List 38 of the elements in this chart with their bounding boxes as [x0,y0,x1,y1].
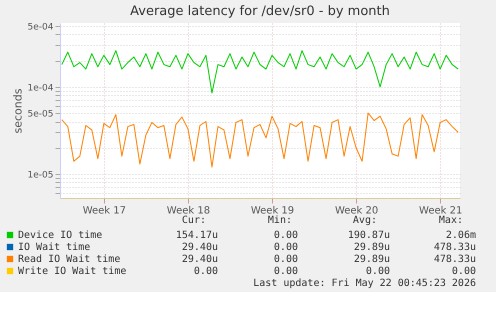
text: 29.89u [354,254,390,265]
legend-label: Read IO Wait time [18,254,120,265]
text: 29.40u [182,242,218,253]
x-tick-label: Week 20 [334,206,378,216]
text: 478.33u [434,254,476,265]
text: Cur: [182,215,206,226]
text: 0.00 [194,266,218,277]
legend-label: Device IO time [18,230,102,241]
y-tick-label: 5e-05 [28,110,54,120]
text: 0.00 [274,266,298,277]
x-tick-label: Week 18 [166,206,210,216]
y-axis-title: seconds [12,88,25,134]
text: 190.87u [348,230,390,241]
legend-label: Write IO Wait time [18,266,126,277]
text: 0.00 [274,242,298,253]
y-tick-label: 1e-05 [28,170,54,180]
line-series [61,112,459,168]
text: 154.17u [176,230,218,241]
x-tick-label: Week 17 [82,206,126,216]
text: Max: [438,215,463,226]
text: 478.33u [434,242,476,253]
text: Last update: Fri May 22 00:45:23 2026 [253,278,476,289]
text: 0.00 [274,230,298,241]
legend-label: IO Wait time [18,242,90,253]
text: Min: [268,215,292,226]
text: 29.40u [182,254,218,265]
y-tick-label: 1e-04 [28,83,54,94]
line-series [61,50,459,94]
x-tick-label: Week 21 [419,206,462,216]
x-tick-label: Week 19 [250,206,294,216]
text: 0.00 [452,266,476,277]
text: 2.06m [446,230,476,241]
text: 0.00 [274,254,298,265]
text: 0.00 [366,266,390,277]
text: 29.89u [354,242,390,253]
chart-title: Average latency for /dev/sr0 - by month [130,4,390,19]
text: Avg: [352,215,377,226]
y-tick-label: 5e-04 [28,22,54,32]
